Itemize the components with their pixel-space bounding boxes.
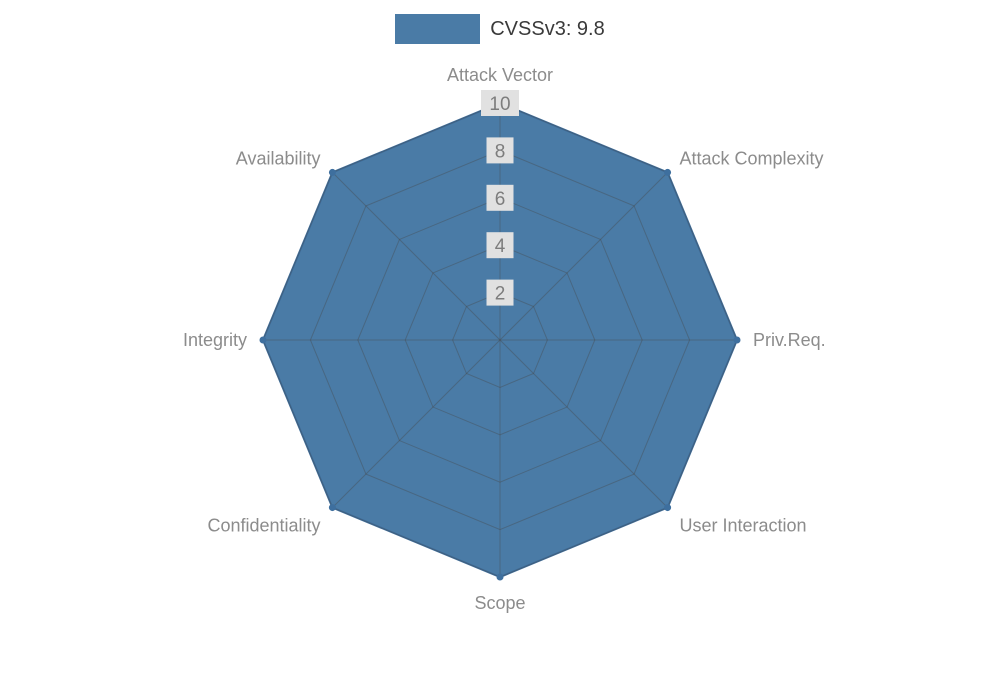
tick-label: 6 xyxy=(495,189,506,210)
axis-label: Attack Complexity xyxy=(679,149,823,169)
grid-ring xyxy=(452,292,548,388)
axis-spoke xyxy=(332,172,501,341)
data-point xyxy=(328,168,336,176)
data-point xyxy=(328,504,336,512)
axis-spoke xyxy=(499,172,668,341)
data-point xyxy=(664,504,672,512)
axis-label: Scope xyxy=(474,593,525,613)
axis-label: Priv.Req. xyxy=(753,330,826,350)
legend-swatch[interactable] xyxy=(395,14,481,44)
tick-label-bg xyxy=(486,279,514,306)
tick-label-bg xyxy=(486,137,514,164)
axis-label: Availability xyxy=(236,149,321,169)
legend[interactable]: CVSSv3: 9.8 xyxy=(0,14,1000,44)
axis-label: Attack Vector xyxy=(447,65,553,85)
tick-label-bg xyxy=(486,184,514,211)
grid-ring xyxy=(357,197,643,483)
tick-label: 8 xyxy=(495,141,506,162)
tick-label: 2 xyxy=(495,284,506,305)
tick-label-bg xyxy=(486,232,514,259)
data-point xyxy=(664,168,672,176)
data-point xyxy=(496,573,504,581)
tick-label: 10 xyxy=(489,94,510,115)
axis-spoke xyxy=(332,339,501,508)
axis-spoke xyxy=(499,339,668,508)
legend-label[interactable]: CVSSv3: 9.8 xyxy=(490,17,605,40)
data-point xyxy=(259,336,267,344)
axis-label: Integrity xyxy=(183,330,247,350)
axis-label: User Interaction xyxy=(679,515,806,535)
tick-label: 4 xyxy=(495,236,506,257)
axis-label: Confidentiality xyxy=(207,515,320,535)
data-point xyxy=(733,336,741,344)
grid-ring xyxy=(404,244,596,436)
grid-ring xyxy=(309,149,691,531)
tick-label-bg xyxy=(481,90,519,116)
